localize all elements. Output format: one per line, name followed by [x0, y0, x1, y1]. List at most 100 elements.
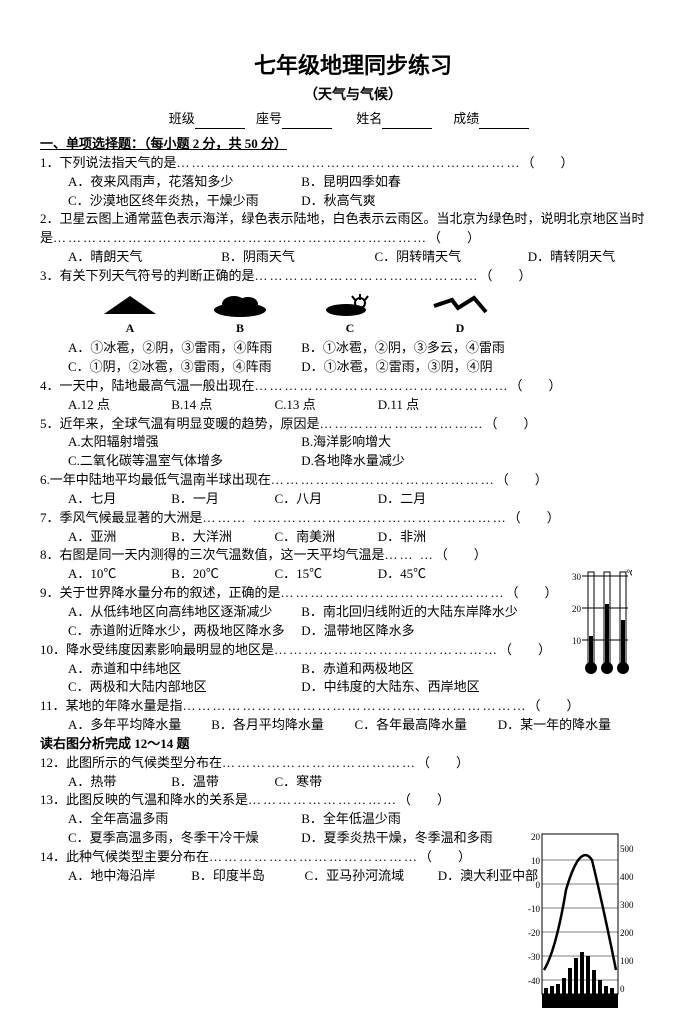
weather-icon-b: B	[210, 292, 270, 337]
q13-opt-a[interactable]: A．全年高温多雨	[68, 810, 298, 829]
weather-icon-c: C	[320, 292, 380, 337]
q4-opt-c[interactable]: C.13 点	[275, 396, 375, 415]
q1-opt-c[interactable]: C．沙漠地区终年炎热，干燥少雨	[68, 192, 298, 211]
q3-paren[interactable]: （ ）	[480, 268, 532, 283]
q1-paren[interactable]: （ ）	[522, 155, 574, 170]
q3-opt-a[interactable]: A．①冰雹，②阴，③雷雨，④阵雨	[68, 339, 298, 358]
q6-opt-a[interactable]: A．七月	[68, 490, 168, 509]
q11-opt-c[interactable]: C．各年最高降水量	[355, 716, 495, 735]
q7-opt-b[interactable]: B．大洋洲	[171, 528, 271, 547]
q14-opt-c[interactable]: C．亚马孙河流域	[305, 867, 435, 886]
q7-stem: 7．季风气候最显著的大洲是	[40, 510, 203, 525]
svg-text:-30: -30	[528, 952, 540, 962]
q3-opt-d[interactable]: D．①冰雹，②雷雨，③阴，④阴	[301, 358, 492, 377]
class-blank[interactable]	[195, 114, 245, 129]
q7-opt-d[interactable]: D．非洲	[378, 528, 426, 547]
page-subtitle: （天气与气候）	[40, 86, 666, 106]
q14-opt-b[interactable]: B．印度半岛	[191, 867, 301, 886]
q7-opt-a[interactable]: A．亚洲	[68, 528, 168, 547]
q11-opt-d[interactable]: D．某一年的降水量	[498, 716, 611, 735]
q11-paren[interactable]: （ ）	[528, 698, 580, 713]
q9-opt-b[interactable]: B．南北回归线附近的大陆东岸降水少	[301, 603, 518, 622]
q8-opt-b[interactable]: B．20℃	[171, 565, 271, 584]
q10-opt-c[interactable]: C．两极和大陆内部地区	[68, 678, 298, 697]
meta-row: 班级 座号 姓名 成绩	[40, 110, 666, 129]
q9-opt-a[interactable]: A．从低纬地区向高纬地区逐渐减少	[68, 603, 298, 622]
q12-paren[interactable]: （ ）	[417, 755, 469, 770]
name-blank[interactable]	[382, 114, 432, 129]
q14-opt-d[interactable]: D．澳大利亚中部	[438, 867, 538, 886]
q8-opt-a[interactable]: A．10℃	[68, 565, 168, 584]
svg-text:-20: -20	[528, 928, 540, 938]
q10-opt-a[interactable]: A．赤道和中纬地区	[68, 660, 298, 679]
q5: 5．近年来，全球气温有明显变暖的趋势，原因是……………………………（ ） A.太…	[40, 415, 666, 472]
q11-opt-b[interactable]: B．各月平均降水量	[211, 716, 351, 735]
q1-opt-a[interactable]: A．夜来风雨声，花落知多少	[68, 173, 298, 192]
score-blank[interactable]	[479, 114, 529, 129]
q5-opt-b[interactable]: B.海洋影响增大	[301, 433, 391, 452]
q5-opt-d[interactable]: D.各地降水量减少	[301, 452, 405, 471]
q6-paren[interactable]: （ ）	[496, 472, 548, 487]
seat-blank[interactable]	[282, 114, 332, 129]
q6-opt-c[interactable]: C．八月	[275, 490, 375, 509]
q14-paren[interactable]: （ ）	[419, 849, 471, 864]
svg-text:500: 500	[620, 844, 634, 854]
q4-opt-a[interactable]: A.12 点	[68, 396, 168, 415]
q8-opt-d[interactable]: D．45℃	[378, 565, 426, 584]
q3-opt-c[interactable]: C．①阴，②冰雹，③雷雨，④阵雨	[68, 358, 298, 377]
q5-paren[interactable]: （ ）	[485, 416, 537, 431]
q9-paren[interactable]: （ ）	[506, 585, 558, 600]
q1-opt-d[interactable]: D．秋高气爽	[301, 192, 375, 211]
q12-opt-c[interactable]: C．寒带	[275, 773, 323, 792]
q2-opt-d[interactable]: D．晴转阴天气	[528, 248, 615, 267]
q9-opt-d[interactable]: D．温带地区降水多	[301, 622, 414, 641]
q6-stem: 6.一年中陆地平均最低气温南半球出现在	[40, 472, 271, 487]
svg-text:20: 20	[531, 832, 541, 842]
q2-opt-b[interactable]: B．阴雨天气	[221, 248, 371, 267]
q4-opt-d[interactable]: D.11 点	[378, 396, 419, 415]
q6-opt-d[interactable]: D．二月	[378, 490, 426, 509]
q8-opt-c[interactable]: C．15℃	[275, 565, 375, 584]
q7-opt-c[interactable]: C．南美洲	[275, 528, 375, 547]
svg-text:20: 20	[572, 604, 582, 614]
overcast-icon	[210, 292, 270, 318]
q9-opt-c[interactable]: C．赤道附近降水少，两极地区降水多	[68, 622, 298, 641]
q2-opt-c[interactable]: C．阴转晴天气	[375, 248, 525, 267]
q6: 6.一年中陆地平均最低气温南半球出现在………………………………………（ ） A．…	[40, 471, 666, 509]
q6-opt-b[interactable]: B．一月	[171, 490, 271, 509]
svg-text:10: 10	[572, 636, 582, 646]
q8-paren[interactable]: （ ）	[435, 547, 487, 562]
q4: 4．一天中，陆地最高气温一般出现在……………………………………………（ ） A.…	[40, 377, 666, 415]
q5-opt-c[interactable]: C.二氧化碳等温室气体增多	[68, 452, 298, 471]
class-label: 班级	[169, 111, 195, 126]
q3-opt-b[interactable]: B．①冰雹，②阴，③多云，④雷雨	[301, 339, 505, 358]
q11-opt-a[interactable]: A．多年平均降水量	[68, 716, 208, 735]
q1-opt-b[interactable]: B．昆明四季如春	[301, 173, 401, 192]
q10-opt-d[interactable]: D．中纬度的大陆东、西岸地区	[301, 678, 479, 697]
q13-opt-c[interactable]: C．夏季高温多雨，冬季干冷干燥	[68, 829, 298, 848]
svg-text:300: 300	[620, 900, 634, 910]
q12-opt-a[interactable]: A．热带	[68, 773, 168, 792]
svg-text:100: 100	[620, 956, 634, 966]
q14-opt-a[interactable]: A．地中海沿岸	[68, 867, 188, 886]
q2-opt-a[interactable]: A．晴朗天气	[68, 248, 218, 267]
q10-opt-b[interactable]: B．赤道和两极地区	[301, 660, 414, 679]
q8-stem: 8．右图是同一天内测得的三次气温数值，这一天平均气温是	[40, 547, 385, 562]
q13-opt-b[interactable]: B．全年低温少雨	[301, 810, 401, 829]
q4-paren[interactable]: （ ）	[510, 378, 562, 393]
svg-text:200: 200	[620, 928, 634, 938]
weather-icon-a: A	[100, 292, 160, 337]
q1: 1．下列说法指天气的是……………………………………………………………（ ） A．…	[40, 154, 666, 211]
q10-paren[interactable]: （ ）	[499, 642, 551, 657]
q4-opt-b[interactable]: B.14 点	[171, 396, 271, 415]
q13-stem: 13．此图反映的气温和降水的关系是	[40, 792, 248, 807]
q13-opt-d[interactable]: D．夏季炎热干燥，冬季温和多雨	[301, 829, 492, 848]
q3: 3．有关下列天气符号的判断正确的是………………………………………（ ） A B …	[40, 267, 666, 377]
svg-text:0: 0	[536, 880, 541, 890]
q7-paren[interactable]: （ ）	[508, 510, 560, 525]
page-title: 七年级地理同步练习	[40, 50, 666, 82]
q2-paren[interactable]: （ ）	[428, 230, 480, 245]
q5-opt-a[interactable]: A.太阳辐射增强	[68, 433, 298, 452]
q12-opt-b[interactable]: B．温带	[171, 773, 271, 792]
q13-paren[interactable]: （ ）	[398, 792, 450, 807]
